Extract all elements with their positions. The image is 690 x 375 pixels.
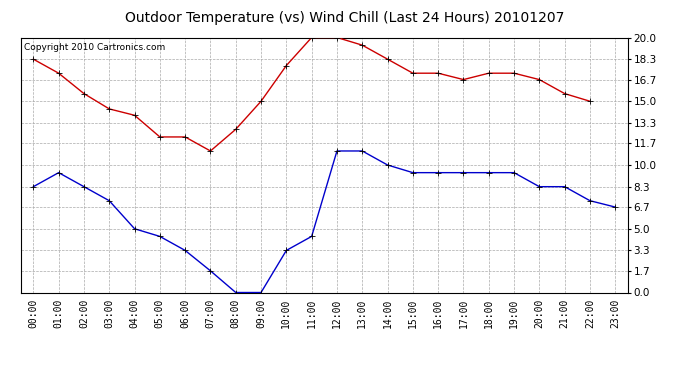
Text: Outdoor Temperature (vs) Wind Chill (Last 24 Hours) 20101207: Outdoor Temperature (vs) Wind Chill (Las…	[126, 11, 564, 25]
Text: Copyright 2010 Cartronics.com: Copyright 2010 Cartronics.com	[23, 43, 165, 52]
